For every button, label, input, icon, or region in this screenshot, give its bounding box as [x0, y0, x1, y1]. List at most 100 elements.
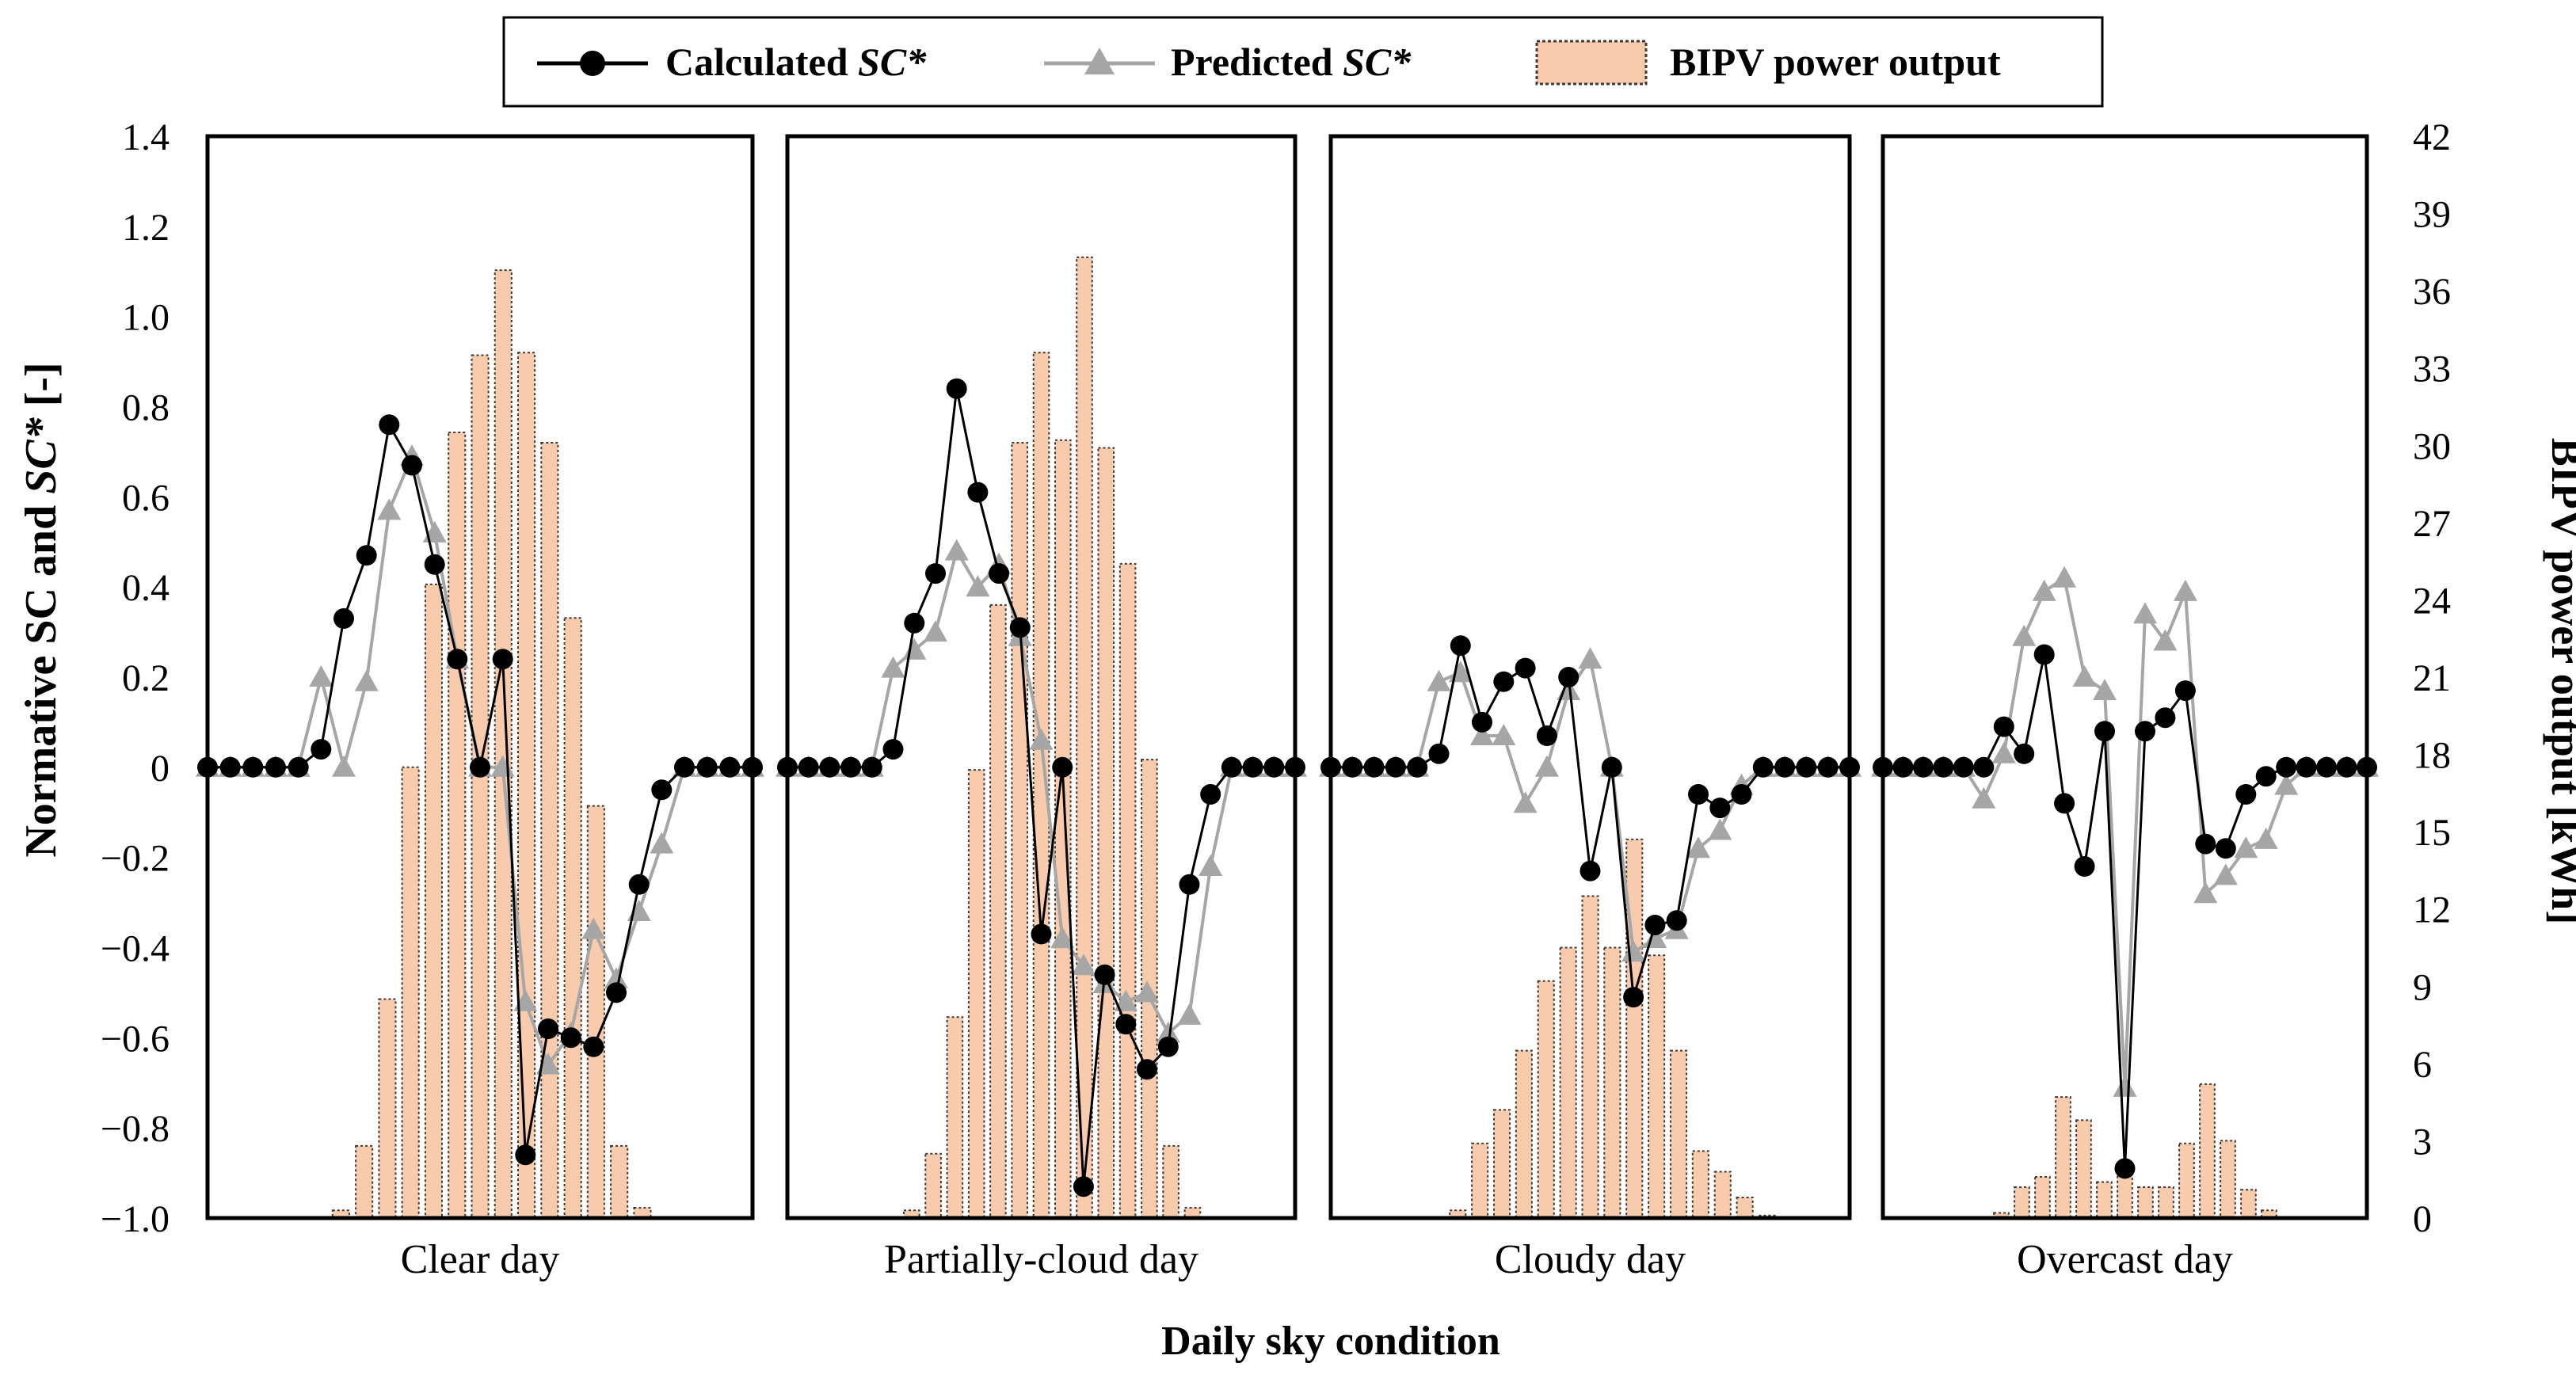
power-bar — [946, 1016, 964, 1220]
predicted-point — [2254, 827, 2278, 849]
power-bar — [1670, 1049, 1688, 1219]
panels: Clear day Partially-cloud day Cloudy day Ov… — [196, 134, 2379, 1282]
panel-label: Clear day — [401, 1237, 560, 1282]
calculated-point — [651, 779, 673, 801]
calculated-point — [1407, 756, 1428, 778]
calculated-point — [356, 545, 377, 566]
predicted-point — [536, 1053, 560, 1075]
y-left-tick-label: 0.4 — [122, 567, 170, 609]
calculated-point — [1892, 756, 1914, 778]
calculated-point — [861, 756, 882, 778]
calculated-point — [1644, 915, 1666, 935]
y-right-axis-title: BIPV power output [kWh] — [2543, 438, 2576, 925]
calculated-point — [798, 756, 819, 778]
calculated-point — [424, 554, 445, 575]
power-bar — [471, 354, 490, 1219]
power-bar — [1054, 439, 1072, 1219]
calculated-point — [1137, 1059, 1157, 1080]
calculated-point — [265, 756, 286, 778]
calculated-point — [1221, 756, 1242, 778]
calculated-point — [989, 563, 1010, 584]
predicted-point — [1156, 1021, 1180, 1043]
y-right-tick-label: 6 — [2413, 1044, 2432, 1086]
y-right-tick-label: 0 — [2413, 1198, 2432, 1240]
calculated-point — [1666, 910, 1687, 931]
predicted-point — [1114, 989, 1138, 1011]
power-bar — [1648, 954, 1666, 1220]
calculated-point — [1493, 671, 1515, 692]
calculated-point — [1094, 964, 1115, 985]
calculated-point — [2114, 1158, 2136, 1179]
calculated-point — [1536, 725, 1557, 746]
power-bar — [1625, 838, 1644, 1220]
predicted-point — [1534, 755, 1559, 777]
x-axis-title: Daily sky condition — [1161, 1319, 1500, 1364]
power-bar — [924, 1152, 942, 1219]
calculated-point — [2276, 756, 2297, 778]
y-right-tick-label: 15 — [2413, 812, 2451, 854]
calculated-point — [674, 756, 695, 778]
power-bar — [1993, 1212, 2010, 1219]
power-bar — [1515, 1049, 1533, 1219]
panel-frame — [785, 134, 1298, 1220]
calculated-point — [470, 756, 490, 778]
calculated-point — [1973, 756, 1995, 778]
legend-entry-power: BIPV power output — [1535, 40, 2001, 86]
calculated-point — [1031, 923, 1052, 945]
predicted-point — [2093, 679, 2117, 701]
y-right-tick-label: 30 — [2413, 425, 2451, 467]
power-bar — [1118, 562, 1137, 1219]
predicted-point — [604, 967, 628, 989]
power-bar — [1537, 980, 1555, 1220]
legend-calculated-marker — [580, 51, 605, 76]
y-right-tick-label: 42 — [2413, 116, 2451, 158]
panel-label: Partially-cloud day — [884, 1237, 1198, 1282]
calculated-point — [1752, 756, 1774, 778]
panel-1: Partially-cloud day — [775, 134, 1307, 1282]
power-bar — [2158, 1186, 2174, 1219]
power-bar — [2034, 1176, 2051, 1219]
calculated-point — [2255, 766, 2277, 787]
predicted-point — [1470, 724, 1494, 745]
legend-power-label: BIPV power output — [1670, 40, 2001, 84]
power-bar — [355, 1144, 374, 1220]
calculated-point — [819, 756, 840, 778]
calculated-point — [1558, 667, 1580, 687]
power-bar — [2178, 1142, 2195, 1219]
predicted-point — [2072, 665, 2097, 687]
calculated-point — [2174, 680, 2196, 702]
calculated-point — [967, 482, 989, 503]
predicted-point — [2234, 836, 2258, 859]
predicted-point — [650, 832, 674, 854]
power-bar — [967, 769, 985, 1219]
legend-predicted-marker — [1084, 48, 1115, 74]
power-bar — [1162, 1144, 1179, 1220]
predicted-point — [1972, 786, 1996, 809]
calculated-point — [2296, 756, 2317, 778]
calculated-point — [2336, 756, 2357, 778]
panel-frame — [1328, 134, 1852, 1220]
legend: Calculated SC* Predicted SC* BIPV power … — [502, 16, 2104, 108]
y-right-tick-label: 21 — [2413, 657, 2451, 699]
calculated-point — [379, 414, 400, 436]
calculated-point — [1342, 756, 1363, 778]
predicted-point — [2173, 579, 2197, 601]
y-right-tick-label: 9 — [2413, 966, 2432, 1008]
calculated-point — [1774, 756, 1796, 778]
calculated-point — [2074, 856, 2095, 877]
calculated-point — [1933, 756, 1954, 778]
legend-power-swatch — [1535, 40, 1648, 86]
power-bar — [1736, 1197, 1754, 1219]
power-bar — [1559, 946, 1577, 1219]
calculated-point — [2033, 644, 2055, 665]
legend-entry-calculated: Calculated SC* — [537, 40, 927, 84]
y-left-axis-title: Normative SC and SC* [-] — [17, 362, 66, 857]
predicted-point — [1492, 724, 1516, 745]
calculated-point — [311, 739, 332, 760]
legend-predicted-label: Predicted SC* — [1171, 40, 1412, 84]
power-bar — [1493, 1109, 1511, 1220]
power-bar — [331, 1209, 350, 1219]
calculated-point — [2195, 833, 2216, 855]
calculated-point — [538, 1018, 558, 1039]
